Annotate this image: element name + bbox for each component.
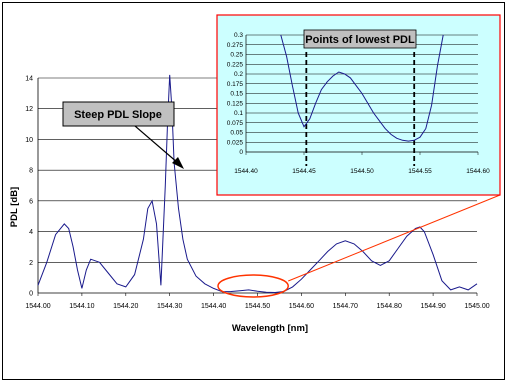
main-x-tick-label: 1544.80 [377,303,402,310]
inset-y-tick-label: 0.025 [227,139,244,146]
inset-series-line [280,34,444,142]
inset-y-tick-label: 0.3 [234,32,243,39]
y-axis-title: PDL [dB] [9,187,20,227]
inset-x-tick-label: 1544.50 [350,168,374,175]
main-y-tick-label: 2 [29,260,33,267]
main-x-tick-label: 1544.20 [113,303,138,310]
annotation-box [62,101,175,127]
inset-axes [245,35,479,155]
inset-y-tick-label: 0.05 [230,130,243,137]
main-y-tick-labels: 0 2 4 6 8 10 12 14 [25,76,33,298]
main-y-tick-label: 10 [25,137,33,144]
main-y-tick-label: 6 [29,198,33,205]
zoom-connector-line [288,194,501,282]
main-x-tick-label: 1544.50 [245,303,270,310]
inset-y-tick-label: 0.225 [227,61,244,68]
inset-y-tick-label: 0 [239,149,243,156]
main-x-tick-label: 1544.30 [157,303,182,310]
inset-x-tick-label: 1544.40 [234,168,258,175]
x-axis-title: Wavelength [nm] [232,323,308,334]
inset-x-tick-label: 1544.45 [292,168,316,175]
main-y-tick-label: 12 [25,106,33,113]
main-x-tick-label: 1544.70 [333,303,358,310]
inset-y-tick-label: 0.2 [234,71,243,78]
highlight-region-ellipse [217,274,289,298]
annotation-arrow-head [172,157,184,169]
main-x-tick-label: 1544.40 [201,303,226,310]
inset-title-box [303,29,417,49]
main-x-tick-label: 1544.90 [420,303,445,310]
inset-x-tick-label: 1544.60 [466,168,490,175]
inset-title: Points of lowest PDL [305,34,415,46]
inset-y-tick-label: 0.125 [227,100,244,107]
annotation-text: Steep PDL Slope [74,109,162,121]
main-x-tick-label: 1544.10 [69,303,94,310]
main-y-tick-label: 8 [29,168,33,175]
main-x-tick-label: 1544.60 [289,303,314,310]
inset-y-tick-label: 0.175 [227,81,244,88]
inset-y-tick-labels: 0 0.025 0.05 0.075 0.1 0.125 0.15 0.175 0.2 0.225… [227,32,244,156]
main-x-tick-label: 1544.00 [25,303,50,310]
main-series-line [37,74,478,294]
main-x-tick-labels: 1544.00 1544.10 1544.20 1544.30 1544.40 1544.… [25,303,489,310]
inset-x-tick-labels: 1544.40 1544.45 1544.50 1544.55 1544.60 [234,168,490,175]
main-y-tick-label: 14 [25,76,33,83]
main-axes [37,78,478,296]
inset-y-tick-label: 0.25 [230,52,243,59]
inset-x-tick-label: 1544.55 [408,168,432,175]
inset-y-tick-label: 0.275 [227,42,244,49]
annotation-arrow-line [134,125,179,164]
inset-minima-markers [305,52,416,166]
main-y-tick-label: 4 [29,229,33,236]
inset-y-tick-label: 0.1 [234,110,243,117]
inset-y-tick-label: 0.075 [227,120,244,127]
main-y-tick-label: 0 [29,291,33,298]
inset-y-tick-label: 0.15 [230,91,243,98]
main-x-tick-label: 1545.00 [464,303,489,310]
